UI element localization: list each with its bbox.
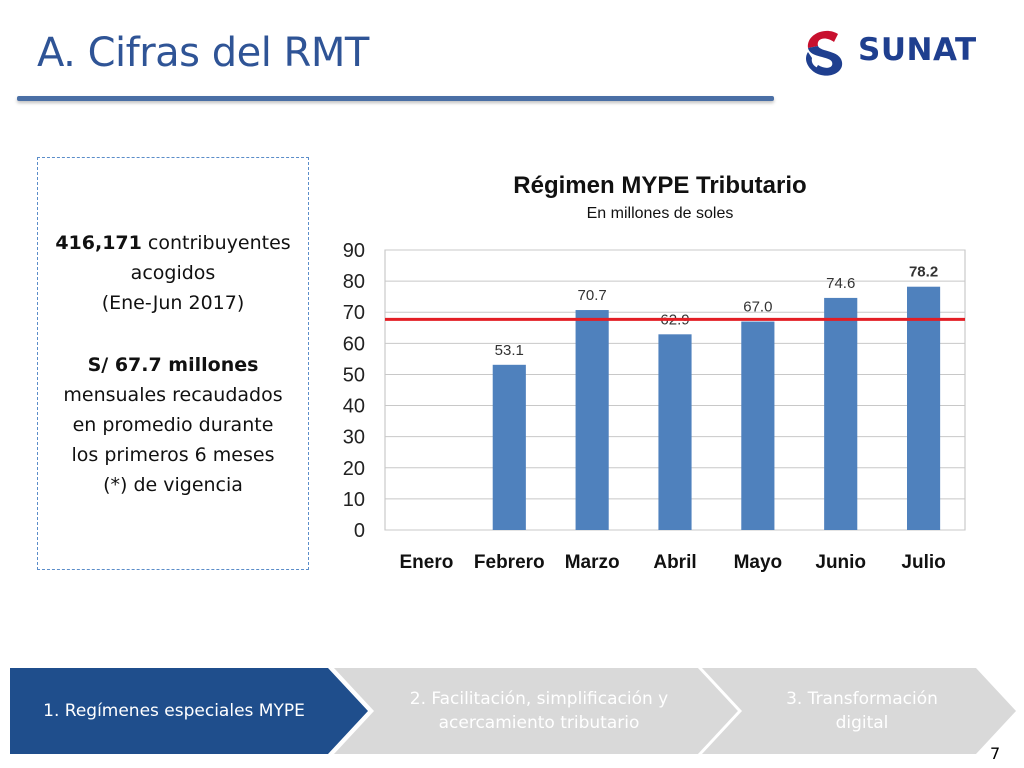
revenue-line-5: (*) de vigencia <box>103 474 243 496</box>
y-tick-label: 20 <box>343 458 365 480</box>
y-tick-label: 80 <box>343 271 365 293</box>
logo-text: SUNAT <box>858 32 977 68</box>
nav-step-label: 3. Transformación digital <box>786 687 938 735</box>
bar <box>575 310 609 530</box>
data-label: 74.6 <box>826 275 855 292</box>
summary-revenue: S/ 67.7 millones mensuales recaudados en… <box>44 350 302 500</box>
bar <box>658 334 692 530</box>
revenue-line-3: en promedio durante <box>72 414 274 436</box>
revenue-line-4: los primeros 6 meses <box>71 444 275 466</box>
x-tick-label: Marzo <box>565 552 620 573</box>
revenue-amount: S/ 67.7 millones <box>87 354 259 376</box>
taxpayers-count: 416,171 <box>55 232 142 254</box>
taxpayers-label-2: acogidos <box>130 262 216 284</box>
y-tick-label: 40 <box>343 396 365 418</box>
summary-box: 416,171 contribuyentes acogidos (Ene-Jun… <box>37 157 309 570</box>
nav-step-digital-transformation[interactable]: 3. Transformación digital <box>698 668 1016 754</box>
bar <box>907 286 941 530</box>
nav-step-label: 1. Regímenes especiales MYPE <box>43 701 305 721</box>
y-tick-label: 30 <box>343 427 365 449</box>
y-tick-label: 50 <box>343 364 365 386</box>
bar <box>824 297 858 530</box>
taxpayers-label: contribuyentes <box>141 232 291 254</box>
data-label: 53.1 <box>495 342 524 359</box>
taxpayers-period: (Ene-Jun 2017) <box>101 292 245 314</box>
nav-step-label-line1: 2. Facilitación, simplificación y <box>409 689 669 709</box>
x-tick-label: Febrero <box>474 552 545 573</box>
y-tick-label: 60 <box>343 333 365 355</box>
page-number: 7 <box>990 744 1001 763</box>
x-tick-label: Mayo <box>734 552 783 573</box>
x-tick-label: Abril <box>653 552 696 573</box>
sunat-emblem-icon <box>806 30 843 76</box>
title-divider <box>17 96 774 101</box>
data-label: 70.7 <box>578 287 607 304</box>
nav-step-mype-regimes[interactable]: 1. Regímenes especiales MYPE <box>10 668 368 754</box>
data-label: 78.2 <box>909 264 938 281</box>
nav-step-label-line2: digital <box>835 713 889 733</box>
x-tick-label: Enero <box>399 552 453 573</box>
bar <box>492 364 526 530</box>
nav-step-facilitation[interactable]: 2. Facilitación, simplificación y acerca… <box>330 668 738 754</box>
page-title: A. Cifras del RMT <box>37 30 369 76</box>
y-tick-label: 90 <box>343 240 365 262</box>
summary-taxpayers: 416,171 contribuyentes acogidos (Ene-Jun… <box>44 228 302 318</box>
sunat-logo: SUNAT <box>796 22 996 84</box>
y-tick-label: 10 <box>343 489 365 511</box>
y-tick-label: 0 <box>354 520 365 542</box>
bar <box>741 321 775 530</box>
data-label: 67.0 <box>743 299 772 316</box>
chart-subtitle: En millones de soles <box>587 205 734 222</box>
y-tick-label: 70 <box>343 302 365 324</box>
nav-step-label-line2: acercamiento tributario <box>438 713 640 733</box>
revenue-bar-chart: Régimen MYPE Tributario En millones de s… <box>343 172 966 573</box>
x-tick-label: Junio <box>815 552 866 573</box>
nav-step-label-line1: 3. Transformación <box>786 689 938 709</box>
chart-title: Régimen MYPE Tributario <box>513 172 806 199</box>
x-tick-label: Julio <box>901 552 945 573</box>
revenue-line-2: mensuales recaudados <box>63 384 283 406</box>
nav-step-label: 2. Facilitación, simplificación y acerca… <box>410 687 668 735</box>
